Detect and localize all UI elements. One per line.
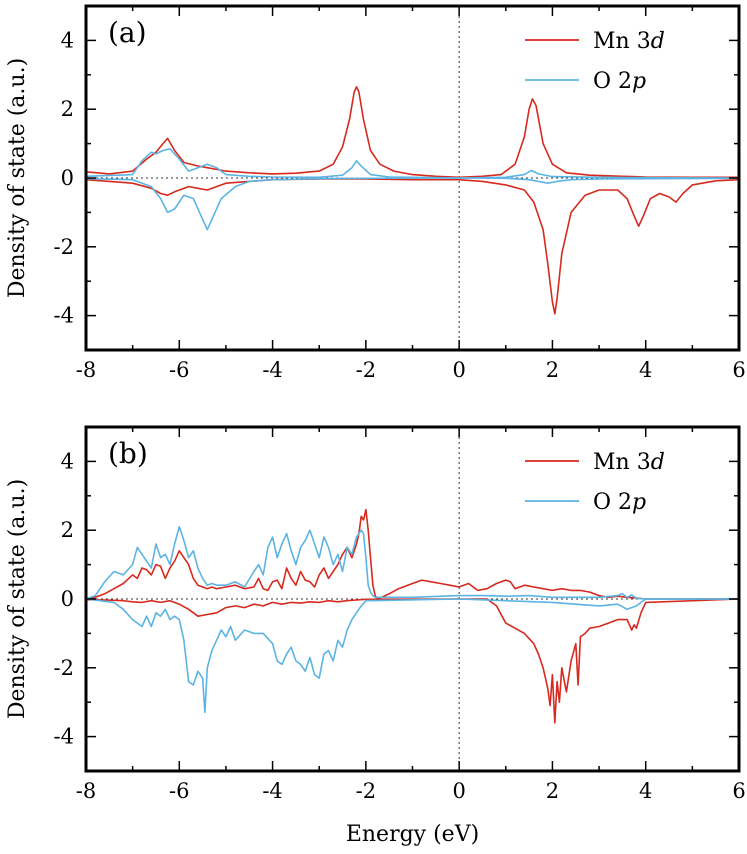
x-tick-label: -8 bbox=[76, 358, 96, 382]
y-tick-label: 2 bbox=[61, 97, 74, 121]
series-line-mn-3d-spin-down bbox=[86, 598, 739, 724]
x-tick-label: 6 bbox=[732, 779, 745, 803]
x-tick-label: 0 bbox=[452, 358, 465, 382]
legend-label: Mn 3d bbox=[593, 450, 665, 475]
x-tick-label: 2 bbox=[546, 779, 559, 803]
y-tick-label: -4 bbox=[54, 304, 74, 328]
x-tick-label: 2 bbox=[546, 358, 559, 382]
x-tick-label: 0 bbox=[452, 779, 465, 803]
panel-b: -8 -6 -4 -2 0 2 4 6 -4 -2 0 2 4 Density of state (a.u… bbox=[5, 425, 746, 847]
y-tick-label: -2 bbox=[54, 235, 74, 259]
panel-label: (b) bbox=[108, 437, 148, 470]
y-tick-label: 0 bbox=[61, 166, 74, 190]
y-tick-label: -4 bbox=[54, 725, 74, 749]
x-tick-label: -8 bbox=[76, 779, 96, 803]
x-axis-title: Energy (eV) bbox=[346, 822, 479, 847]
series-line-mn-3d-spin-up bbox=[86, 508, 739, 600]
series-line-o-2p-spin-up bbox=[86, 148, 739, 179]
legend-label: O 2p bbox=[593, 490, 646, 515]
x-tick-label: -6 bbox=[169, 358, 189, 382]
panel-a: -8 -6 -4 -2 0 2 4 6 -4 -2 0 2 4 Density of state (a.u… bbox=[5, 4, 746, 382]
x-tick-label: -4 bbox=[262, 779, 282, 803]
series-line-mn-3d-spin-down bbox=[86, 178, 739, 315]
y-tick-label: 4 bbox=[61, 28, 74, 52]
panel-label: (a) bbox=[108, 16, 147, 49]
series-line-o-2p-spin-up bbox=[86, 526, 739, 600]
series-line-o-2p-spin-down bbox=[86, 177, 739, 231]
legend-label: O 2p bbox=[593, 69, 646, 94]
x-tick-label: -4 bbox=[262, 358, 282, 382]
y-axis-title: Density of state (a.u.) bbox=[5, 479, 30, 719]
x-tick-label: -6 bbox=[169, 779, 189, 803]
series-line-mn-3d-spin-up bbox=[86, 86, 739, 179]
x-tick-label: 6 bbox=[732, 358, 745, 382]
x-tick-label: 4 bbox=[639, 779, 652, 803]
y-tick-label: -2 bbox=[54, 656, 74, 680]
y-axis-title: Density of state (a.u.) bbox=[5, 58, 30, 298]
series-line-o-2p-spin-down bbox=[86, 598, 739, 714]
y-tick-label: 4 bbox=[61, 449, 74, 473]
x-tick-label: -2 bbox=[356, 358, 376, 382]
x-tick-label: -2 bbox=[356, 779, 376, 803]
legend-label: Mn 3d bbox=[593, 29, 665, 54]
x-tick-label: 4 bbox=[639, 358, 652, 382]
y-tick-label: 0 bbox=[61, 587, 74, 611]
y-tick-label: 2 bbox=[61, 518, 74, 542]
